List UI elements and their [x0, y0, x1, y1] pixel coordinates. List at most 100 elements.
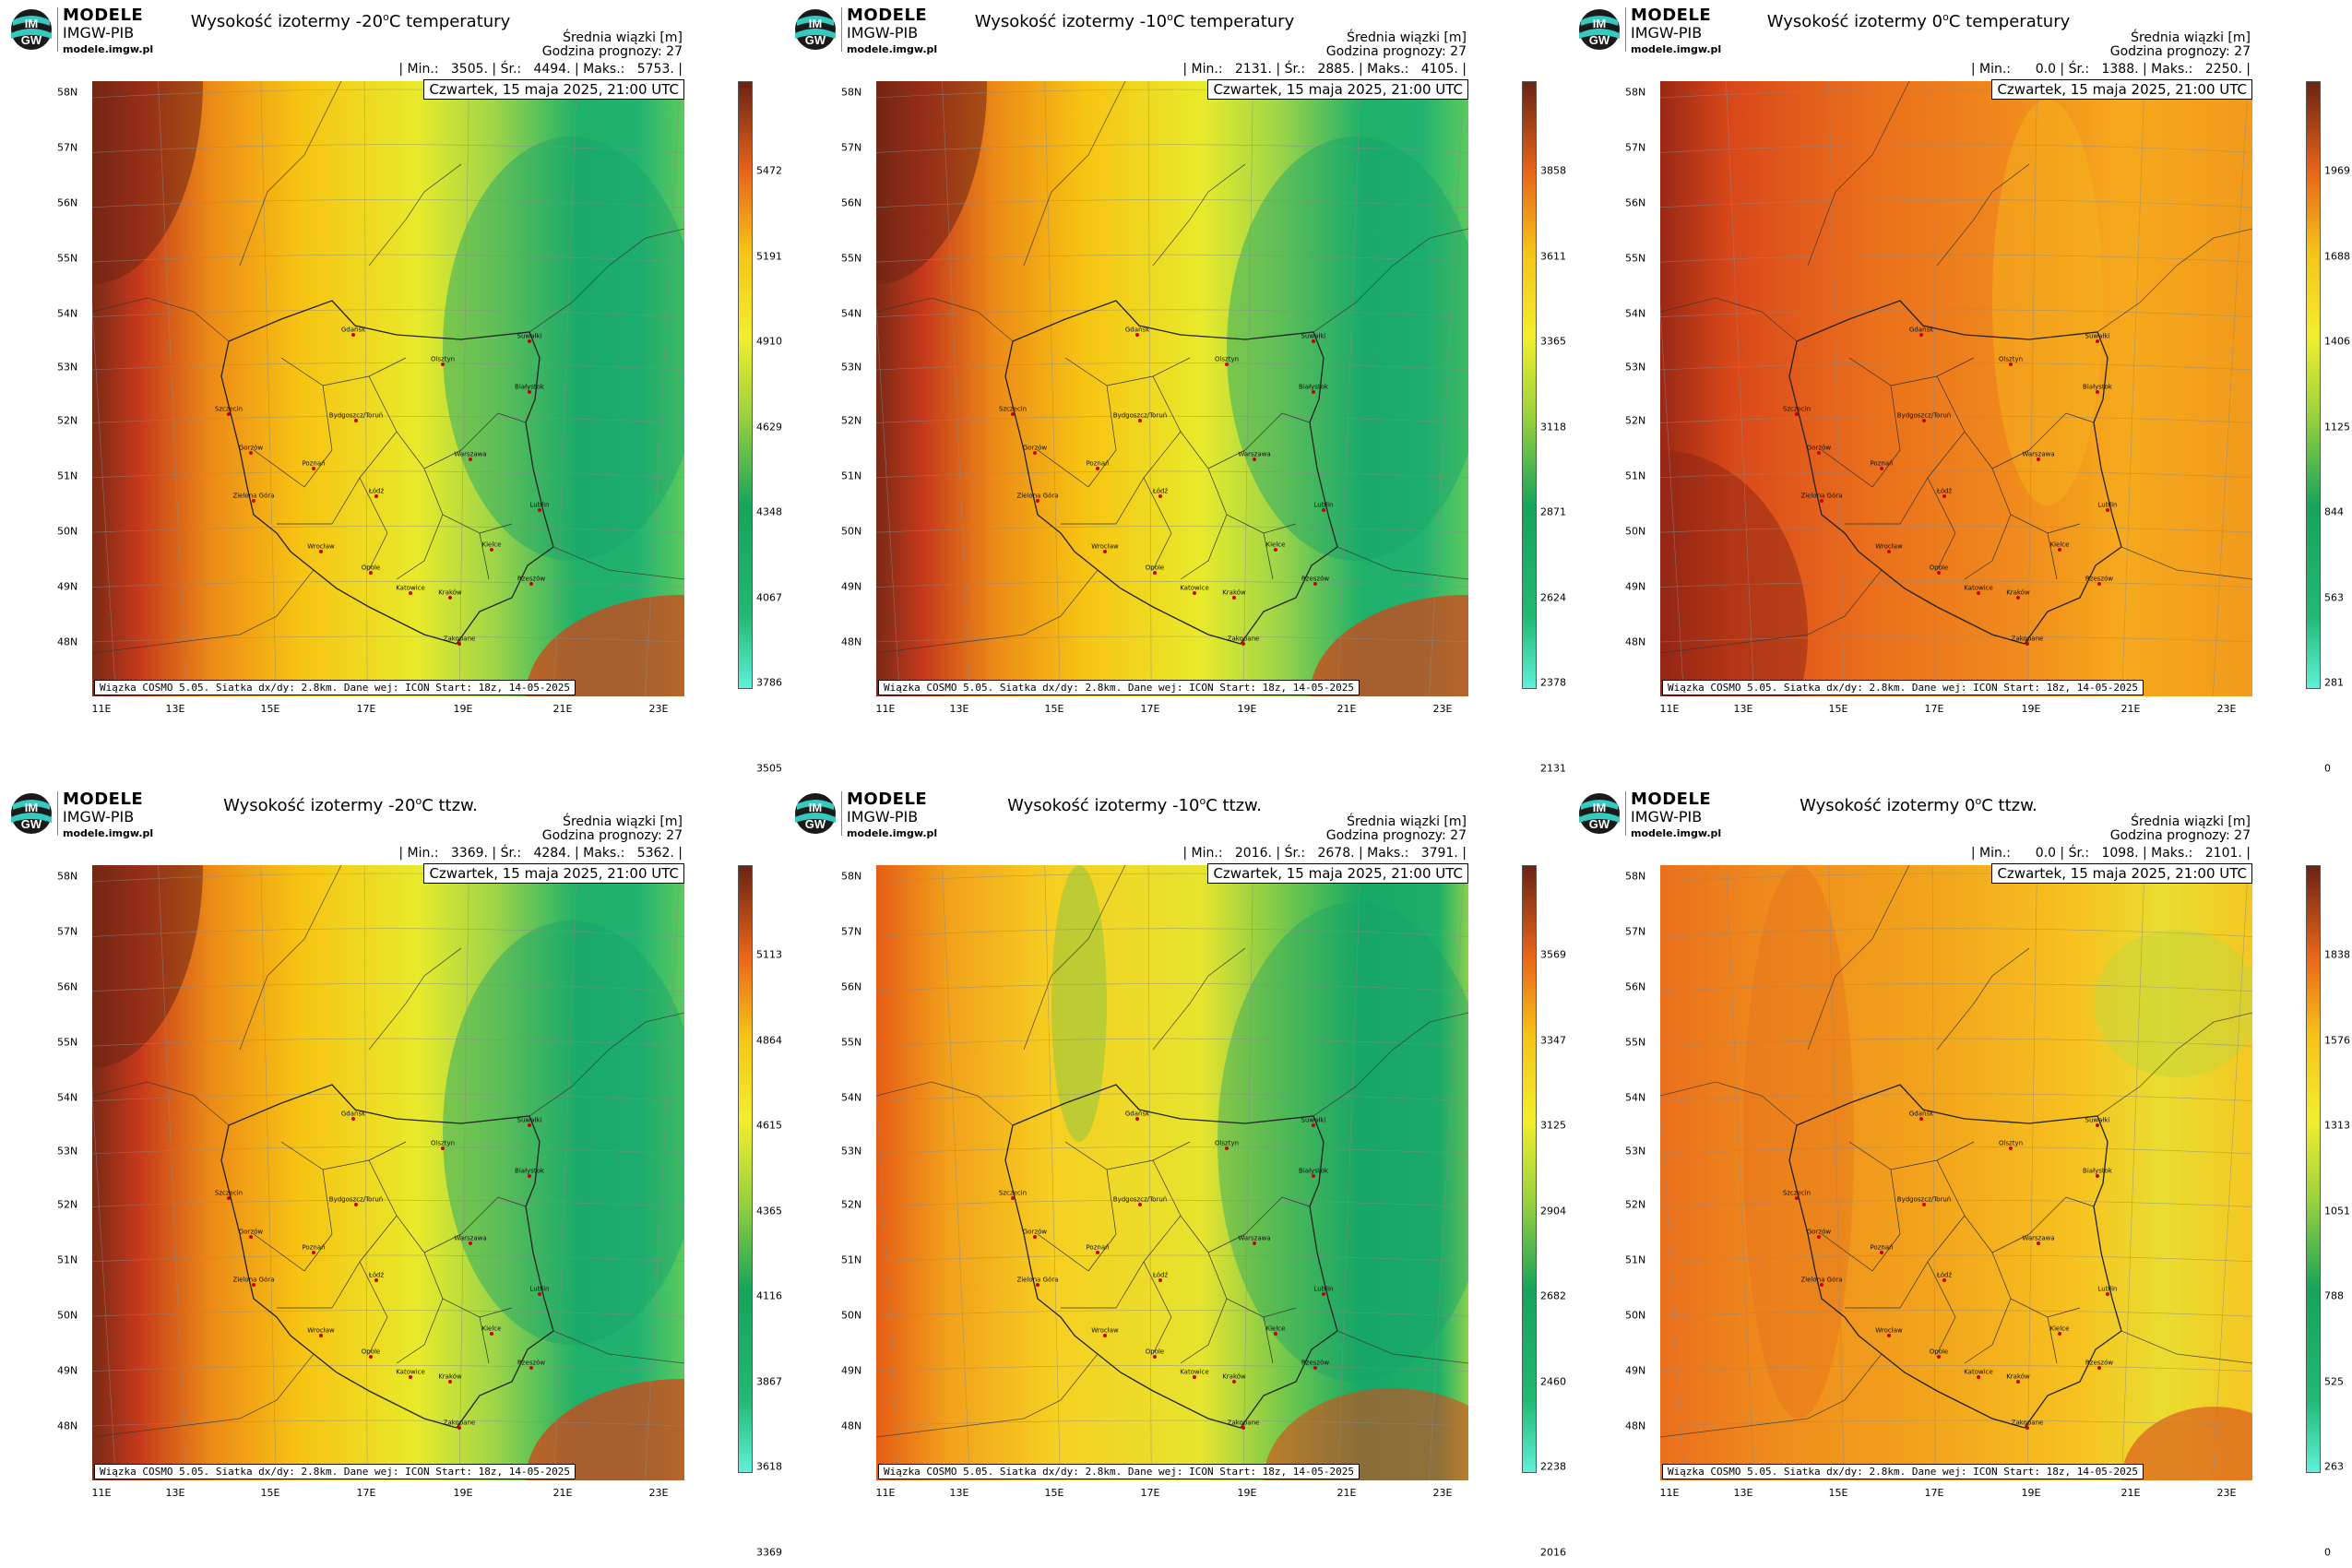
- lat-label: 58N: [57, 870, 78, 883]
- brand-url[interactable]: modele.imgw.pl: [1631, 43, 1722, 55]
- city-marker: [2058, 1332, 2061, 1336]
- city-label: Białystok: [515, 383, 544, 391]
- brand-name: MODELE: [1631, 790, 1712, 809]
- forecast-panel: IM GW MODELE IMGW-PIB modele.imgw.pl Wysokość…: [1568, 784, 2352, 1568]
- city-marker: [227, 412, 231, 416]
- city-marker: [1153, 571, 1157, 575]
- city-label: Kraków: [438, 588, 462, 597]
- brand-url[interactable]: modele.imgw.pl: [63, 43, 154, 55]
- colorbar-tick: 2016: [1540, 1546, 1566, 1559]
- lat-label: 51N: [1625, 469, 1646, 482]
- lat-label: 55N: [841, 1036, 862, 1049]
- field-band: [1051, 865, 1107, 1142]
- lat-label: 52N: [57, 1198, 78, 1211]
- province-borders: [1037, 1141, 1311, 1364]
- province-borders: [1821, 1141, 2095, 1364]
- city-marker: [448, 1380, 452, 1384]
- city-label: Katowice: [1180, 584, 1209, 592]
- city-label: Łódź: [1936, 487, 1953, 495]
- title-degree: o: [1975, 795, 1982, 807]
- brand-url[interactable]: modele.imgw.pl: [847, 827, 938, 839]
- city-marker: [1193, 1375, 1196, 1379]
- city-label: Suwałki: [1301, 1116, 1326, 1124]
- city-marker: [409, 591, 412, 595]
- forecast-hour: Godzina prognozy: 27: [1325, 828, 1467, 843]
- brand-url[interactable]: modele.imgw.pl: [63, 827, 154, 839]
- city-marker: [374, 1278, 378, 1282]
- model-footer: Wiązka COSMO 5.05. Siatka dx/dy: 2.8km. …: [878, 680, 1360, 695]
- brand-url[interactable]: modele.imgw.pl: [847, 43, 938, 55]
- city-label: Gdańsk: [340, 1110, 366, 1118]
- lon-label: 23E: [2216, 1487, 2237, 1499]
- valid-time: Czwartek, 15 maja 2025, 21:00 UTC: [423, 79, 684, 100]
- graticule: [1660, 81, 2252, 696]
- city-marker: [2096, 339, 2099, 343]
- city-label: Suwałki: [1301, 332, 1326, 340]
- colorbar-tick: 1969: [2324, 164, 2350, 177]
- city-marker: [538, 1292, 541, 1296]
- lat-label: 56N: [841, 980, 862, 993]
- lat-label: 48N: [1625, 1420, 1646, 1432]
- country-border: [1004, 1084, 1338, 1429]
- lat-label: 58N: [1625, 870, 1646, 883]
- colorbar-tick: 2904: [1540, 1205, 1566, 1218]
- brand-name: MODELE: [1631, 6, 1712, 25]
- svg-text:IM: IM: [809, 801, 822, 814]
- brand-block: MODELE IMGW-PIB modele.imgw.pl: [847, 7, 938, 55]
- colorbar-tick: 3618: [756, 1460, 782, 1473]
- city-marker: [369, 1355, 373, 1359]
- lat-label: 49N: [1625, 580, 1646, 593]
- city-marker: [1138, 419, 1142, 422]
- city-marker: [409, 1375, 412, 1379]
- brand-block: MODELE IMGW-PIB modele.imgw.pl: [63, 791, 154, 839]
- city-label: Warszawa: [2022, 450, 2055, 458]
- city-label: Opole: [1929, 564, 1949, 572]
- city-label: Białystok: [1299, 1167, 1328, 1175]
- city-label: Zakopane: [443, 1419, 476, 1427]
- lat-label: 48N: [1625, 636, 1646, 648]
- lon-label: 11E: [1659, 1487, 1680, 1499]
- brand-url[interactable]: modele.imgw.pl: [1631, 827, 1722, 839]
- city-label: Kraków: [2006, 1372, 2030, 1381]
- lon-label: 15E: [1044, 703, 1064, 715]
- city-marker: [1942, 1278, 1946, 1282]
- city-marker: [312, 467, 315, 470]
- city-label: Warszawa: [2022, 1234, 2055, 1242]
- city-marker: [528, 1174, 531, 1178]
- panel-title: Wysokość izotermy 0oC temperatury: [1706, 11, 2131, 31]
- lat-label: 57N: [1625, 925, 1646, 938]
- city-marker: [538, 508, 541, 512]
- forecast-map: [876, 865, 1468, 1480]
- lon-label: 19E: [453, 703, 473, 715]
- forecast-hour: Godzina prognozy: 27: [2109, 44, 2251, 59]
- colorbar-tick: 3118: [1540, 421, 1566, 434]
- lon-label: 17E: [1140, 1487, 1160, 1499]
- info-block: Średnia wiązki [m] Godzina prognozy: 27: [2110, 815, 2251, 843]
- city-label: Suwałki: [2085, 1116, 2110, 1124]
- city-marker: [2097, 582, 2101, 586]
- city-marker: [1795, 1196, 1799, 1200]
- city-marker: [2037, 1241, 2040, 1245]
- city-marker: [1232, 596, 1236, 600]
- city-marker: [1274, 548, 1277, 552]
- lat-label: 50N: [1625, 525, 1646, 538]
- forecast-panel: IM GW MODELE IMGW-PIB modele.imgw.pl Wysokość…: [0, 0, 784, 784]
- colorbar-tick: 3505: [756, 762, 782, 775]
- city-marker: [2009, 1146, 2013, 1150]
- svg-text:IM: IM: [1593, 17, 1606, 30]
- city-marker: [1011, 412, 1015, 416]
- city-marker: [1919, 333, 1923, 337]
- city-marker: [469, 457, 472, 461]
- city-label: Olsztyn: [430, 1139, 456, 1147]
- city-label: Wrocław: [1875, 1326, 1903, 1335]
- lon-label: 23E: [2216, 703, 2237, 715]
- logo-divider: [57, 7, 58, 52]
- field-band: [1992, 100, 2103, 505]
- lon-label: 13E: [949, 1487, 969, 1499]
- svg-text:GW: GW: [21, 33, 42, 47]
- field-fill: [876, 865, 1468, 1480]
- city-label: Suwałki: [2085, 332, 2110, 340]
- city-marker: [457, 1426, 461, 1430]
- lat-label: 57N: [57, 141, 78, 154]
- lat-label: 52N: [841, 414, 862, 427]
